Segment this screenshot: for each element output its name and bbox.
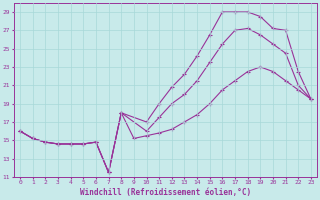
X-axis label: Windchill (Refroidissement éolien,°C): Windchill (Refroidissement éolien,°C) — [80, 188, 251, 197]
